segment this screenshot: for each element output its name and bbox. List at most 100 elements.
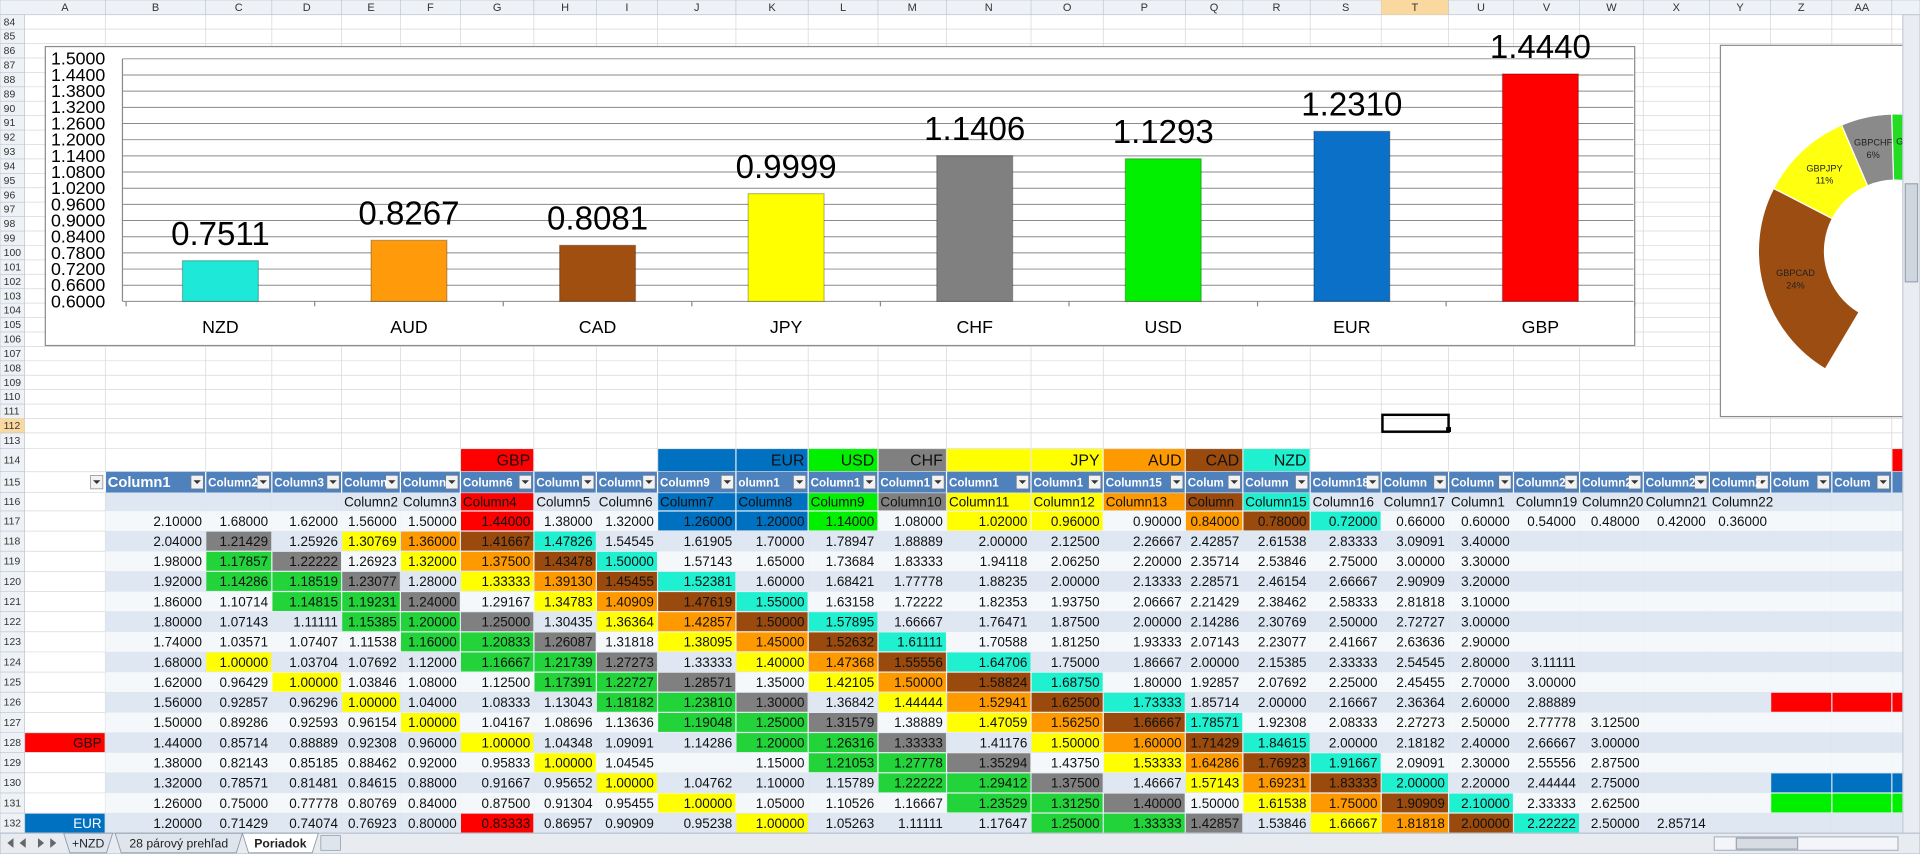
cell-fill bbox=[461, 612, 534, 632]
cell: 1.32000 bbox=[408, 554, 457, 569]
cell: 1.29167 bbox=[482, 594, 531, 609]
h-scroll-thumb[interactable] bbox=[1735, 837, 1799, 850]
cell: 1.20833 bbox=[482, 635, 531, 650]
cell: 1.92308 bbox=[1258, 715, 1307, 730]
donut-slice bbox=[1757, 187, 1860, 370]
row-number: 90 bbox=[4, 104, 16, 115]
cell: 1.21739 bbox=[544, 655, 593, 670]
cell: 1.19231 bbox=[348, 594, 397, 609]
row-number: 103 bbox=[4, 291, 22, 302]
cell: 0.88889 bbox=[289, 735, 338, 750]
sheet-tab[interactable] bbox=[114, 832, 244, 854]
filter-arrow bbox=[521, 480, 529, 484]
cell-fill bbox=[596, 652, 657, 672]
cell-fill bbox=[206, 652, 272, 672]
sheet-tab[interactable] bbox=[241, 832, 319, 854]
cell: 0.92308 bbox=[348, 735, 397, 750]
cell-fill bbox=[1031, 712, 1103, 732]
row-number: 120 bbox=[4, 577, 22, 588]
x-tick-label: EUR bbox=[1333, 317, 1370, 337]
cell: 2.10000 bbox=[1461, 796, 1510, 811]
cell: 1.11111 bbox=[293, 615, 338, 630]
scroll-thumb[interactable] bbox=[1904, 183, 1919, 283]
cell: 1.45455 bbox=[605, 574, 654, 589]
row-number: 108 bbox=[4, 363, 22, 374]
tab-nav[interactable] bbox=[7, 838, 14, 848]
cell: 1.36842 bbox=[826, 695, 875, 710]
cell: 2.55556 bbox=[1527, 756, 1576, 771]
cell: 1.35294 bbox=[979, 756, 1028, 771]
column-header: Column18 bbox=[1313, 476, 1370, 489]
cell: 2.12500 bbox=[1051, 534, 1100, 549]
cell: 0.71429 bbox=[219, 816, 268, 831]
cell-fill bbox=[461, 493, 534, 511]
row-number: 92 bbox=[4, 133, 16, 144]
bar bbox=[181, 260, 259, 303]
cell: Column19 bbox=[1516, 495, 1577, 510]
filter-arrow bbox=[1436, 480, 1444, 484]
cell: 1.00000 bbox=[408, 715, 457, 730]
row-number: 87 bbox=[4, 61, 16, 72]
cell: 1.10526 bbox=[826, 796, 875, 811]
cell-fill bbox=[461, 632, 534, 652]
cell-fill bbox=[878, 753, 946, 773]
cell: 1.84615 bbox=[1258, 735, 1307, 750]
cell: 0.82143 bbox=[219, 756, 268, 771]
cell: 1.80000 bbox=[153, 615, 202, 630]
cell-fill bbox=[808, 672, 878, 692]
cell-fill bbox=[658, 632, 736, 652]
cell-fill bbox=[1381, 813, 1448, 833]
cell: 1.38000 bbox=[544, 514, 593, 529]
cell: Column20 bbox=[1582, 495, 1643, 510]
cell: 1.14286 bbox=[684, 735, 733, 750]
column-header: Column1 bbox=[949, 476, 999, 489]
cell: 1.16667 bbox=[894, 796, 943, 811]
cell: 0.96000 bbox=[408, 735, 457, 750]
cell: 1.21429 bbox=[219, 534, 268, 549]
sheet-tab-label[interactable]: 28 párový prehľad bbox=[129, 836, 228, 850]
cell: 1.38889 bbox=[894, 715, 943, 730]
cell: 1.47826 bbox=[544, 534, 593, 549]
row-number: 125 bbox=[4, 678, 22, 689]
cell-fill bbox=[596, 692, 657, 712]
row-number: 86 bbox=[4, 46, 16, 57]
row-number: 116 bbox=[4, 497, 21, 508]
cell-fill bbox=[1243, 449, 1310, 472]
column-header: Column bbox=[344, 476, 387, 489]
cell: 1.91667 bbox=[1329, 756, 1378, 771]
row-number: 117 bbox=[4, 516, 21, 527]
cell-fill bbox=[947, 511, 1031, 531]
cell-fill bbox=[272, 571, 342, 591]
cell-fill bbox=[461, 449, 534, 472]
cell: 2.16667 bbox=[1329, 695, 1378, 710]
cell: 1.33333 bbox=[1133, 816, 1182, 831]
new-sheet-tab[interactable] bbox=[320, 835, 341, 851]
cell: 1.16667 bbox=[482, 655, 531, 670]
cell-fill bbox=[947, 712, 1031, 732]
fill-handle bbox=[1446, 427, 1452, 432]
cell-fill bbox=[461, 511, 534, 531]
filter-arrow bbox=[259, 480, 267, 484]
cell-fill bbox=[1031, 449, 1103, 472]
tab-nav[interactable] bbox=[50, 838, 57, 848]
cell: 2.33333 bbox=[1329, 655, 1378, 670]
bar bbox=[747, 193, 825, 303]
sheet-tab-label[interactable]: Poriadok bbox=[254, 836, 307, 850]
tab-nav[interactable] bbox=[19, 838, 26, 848]
cell: 1.13636 bbox=[605, 715, 654, 730]
filter-arrow bbox=[1697, 480, 1705, 484]
sheet-tab-label[interactable]: +NZD bbox=[72, 836, 104, 850]
bar-value-label: 0.9999 bbox=[736, 149, 837, 186]
cell: Column16 bbox=[1313, 495, 1374, 510]
cell-fill bbox=[596, 571, 657, 591]
sheet-tab[interactable] bbox=[63, 832, 114, 854]
column-header: Colum bbox=[1773, 476, 1809, 489]
cell: 1.54545 bbox=[605, 534, 654, 549]
cell: 1.44000 bbox=[482, 514, 531, 529]
cell: 1.70588 bbox=[979, 635, 1028, 650]
row-number: 127 bbox=[4, 718, 22, 729]
cell-fill bbox=[342, 612, 400, 632]
slice-percent: 11% bbox=[1816, 176, 1834, 186]
tab-nav[interactable] bbox=[37, 838, 45, 848]
cell-fill bbox=[1310, 793, 1381, 813]
